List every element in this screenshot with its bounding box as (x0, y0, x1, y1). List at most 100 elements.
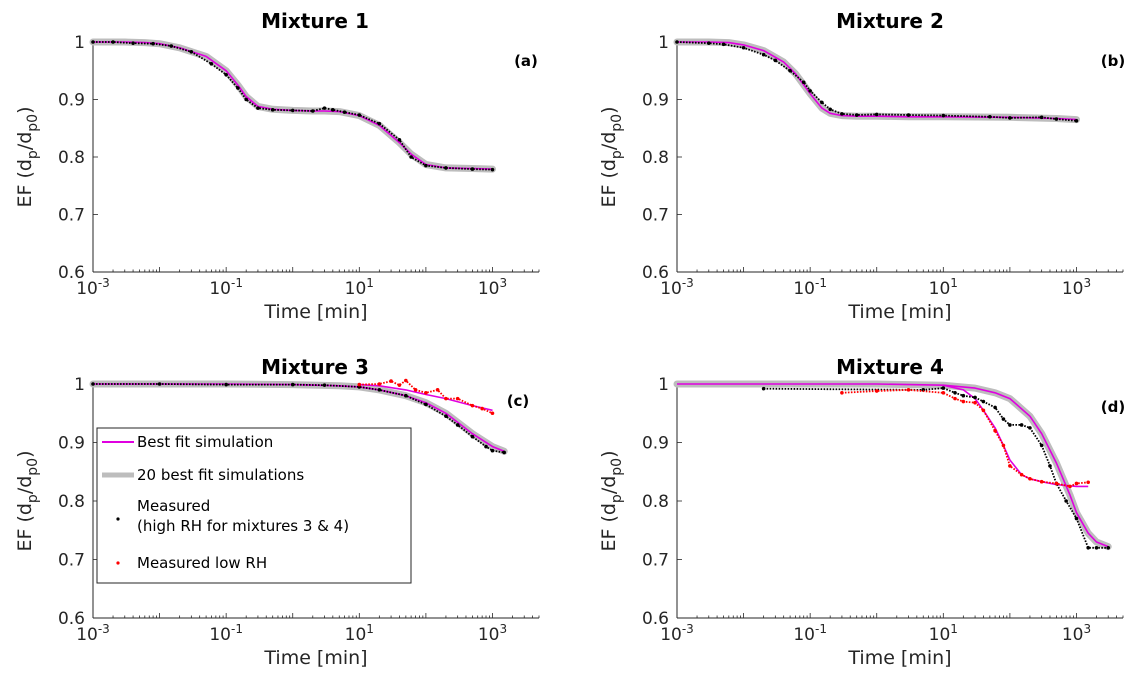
data-point-measured-low (1008, 464, 1012, 468)
series-ensemble-band (89, 38, 496, 173)
data-point-measured-low (444, 396, 448, 401)
data-point-measured (1074, 516, 1079, 521)
data-point-measured (91, 40, 95, 44)
y-tick-label: 0.7 (642, 206, 669, 226)
y-tick-label: 0.8 (642, 148, 669, 168)
data-point-measured (721, 42, 726, 47)
series-best-fit-line (677, 383, 1109, 548)
series-measured-trace (676, 41, 1077, 122)
data-point-measured (484, 444, 488, 449)
series-measured-trace (763, 387, 1109, 549)
data-point-measured (828, 107, 832, 112)
y-tick-label: 1 (658, 33, 669, 53)
y-tick-label: 0.9 (58, 434, 85, 454)
panel-a: Mixture 1 (a) 10-3 10-1 101 1030.60.70.80.9… (14, 9, 540, 323)
data-point-measured-low (1074, 481, 1079, 486)
data-point-measured (444, 166, 448, 170)
y-axis-label: EF (dp/dp0) (14, 450, 41, 551)
data-point-measured-low (490, 411, 495, 416)
panel-c: Mixture 3 (c) 10-3 10-1 101 1030.60.70.80.9… (14, 355, 540, 669)
x-axis-label: Time [min] (847, 301, 951, 323)
data-point-measured (290, 108, 295, 113)
data-point-measured (322, 383, 327, 387)
data-point-measured (1008, 423, 1012, 427)
data-point-measured (1019, 423, 1024, 427)
data-point-measured-low (435, 388, 440, 392)
data-point-measured (941, 386, 946, 390)
data-point-measured-low (470, 403, 475, 408)
data-point-measured-low (1001, 443, 1006, 448)
data-point-measured (1086, 546, 1090, 550)
data-point-measured (788, 68, 792, 73)
data-point-measured (209, 62, 214, 66)
data-point-measured (941, 113, 946, 118)
data-point-measured-low (1068, 484, 1072, 489)
data-point-measured-low (1039, 479, 1044, 484)
data-point-measured-low (993, 429, 997, 433)
data-point-measured (993, 405, 997, 410)
x-tick-label: 103 (1062, 622, 1091, 645)
data-point-measured (502, 450, 506, 455)
x-tick-label: 10-1 (209, 276, 243, 299)
data-point-measured (1054, 117, 1059, 121)
series-measured-trace (93, 41, 493, 171)
data-point-measured-low (404, 378, 408, 383)
legend-swatch-measured-low (116, 561, 120, 565)
x-tick-label: 101 (345, 622, 374, 645)
y-tick-label: 0.6 (642, 263, 669, 283)
y-axis-label: EF (dp/dp0) (14, 106, 41, 207)
panel-label: (d) (1101, 398, 1125, 416)
data-point-measured (761, 52, 766, 57)
data-point-measured (981, 399, 986, 404)
x-tick-label: 10-1 (793, 276, 827, 299)
legend-label-best-fit: Best fit simulation (137, 433, 273, 451)
data-point-measured (988, 114, 992, 119)
data-point-measured (377, 121, 382, 126)
x-axis-label: Time [min] (847, 647, 951, 669)
data-point-measured (490, 448, 495, 453)
data-point-measured-low (840, 390, 844, 395)
data-point-measured (424, 163, 428, 168)
data-point-measured (131, 41, 135, 45)
data-point-measured-low (389, 379, 393, 383)
data-point-measured-low (953, 396, 957, 401)
y-axis-label: EF (dp/dp0) (598, 106, 625, 207)
data-point-measured-low (424, 390, 428, 395)
y-tick-label: 0.6 (58, 263, 85, 283)
data-point-measured-low (357, 382, 362, 387)
data-point-measured (331, 108, 335, 112)
data-point-measured (424, 402, 428, 407)
data-point-measured (490, 167, 495, 172)
x-tick-label: 10-1 (793, 622, 827, 645)
data-point-measured (773, 58, 778, 63)
legend-label-ensemble: 20 best fit simulations (137, 466, 304, 484)
series-best-fit-line (93, 41, 493, 170)
series-measured-low-trace (841, 388, 1089, 488)
data-point-measured (322, 106, 327, 110)
data-point-measured (224, 382, 228, 387)
panel-title: Mixture 2 (836, 9, 944, 33)
x-tick-label: 10-1 (209, 622, 243, 645)
data-point-measured (270, 108, 275, 112)
x-axis-label: Time [min] (263, 647, 367, 669)
y-tick-label: 0.9 (642, 91, 669, 111)
data-point-measured (741, 45, 746, 50)
data-point-measured (256, 106, 260, 110)
x-tick-label: 101 (345, 276, 374, 299)
data-point-measured (236, 86, 240, 90)
data-point-measured-low (397, 383, 402, 387)
series-measured-trace (93, 383, 505, 454)
panel-label: (c) (507, 392, 530, 410)
legend: Best fit simulation 20 best fit simulati… (96, 427, 412, 584)
y-tick-label: 0.9 (58, 91, 85, 111)
y-tick-label: 1 (658, 375, 669, 395)
data-point-measured (397, 137, 402, 142)
y-tick-label: 0.8 (58, 492, 85, 512)
data-point-measured (342, 110, 347, 114)
data-point-measured (706, 41, 711, 45)
data-point-measured-low (961, 399, 966, 404)
y-tick-label: 0.7 (58, 551, 85, 571)
